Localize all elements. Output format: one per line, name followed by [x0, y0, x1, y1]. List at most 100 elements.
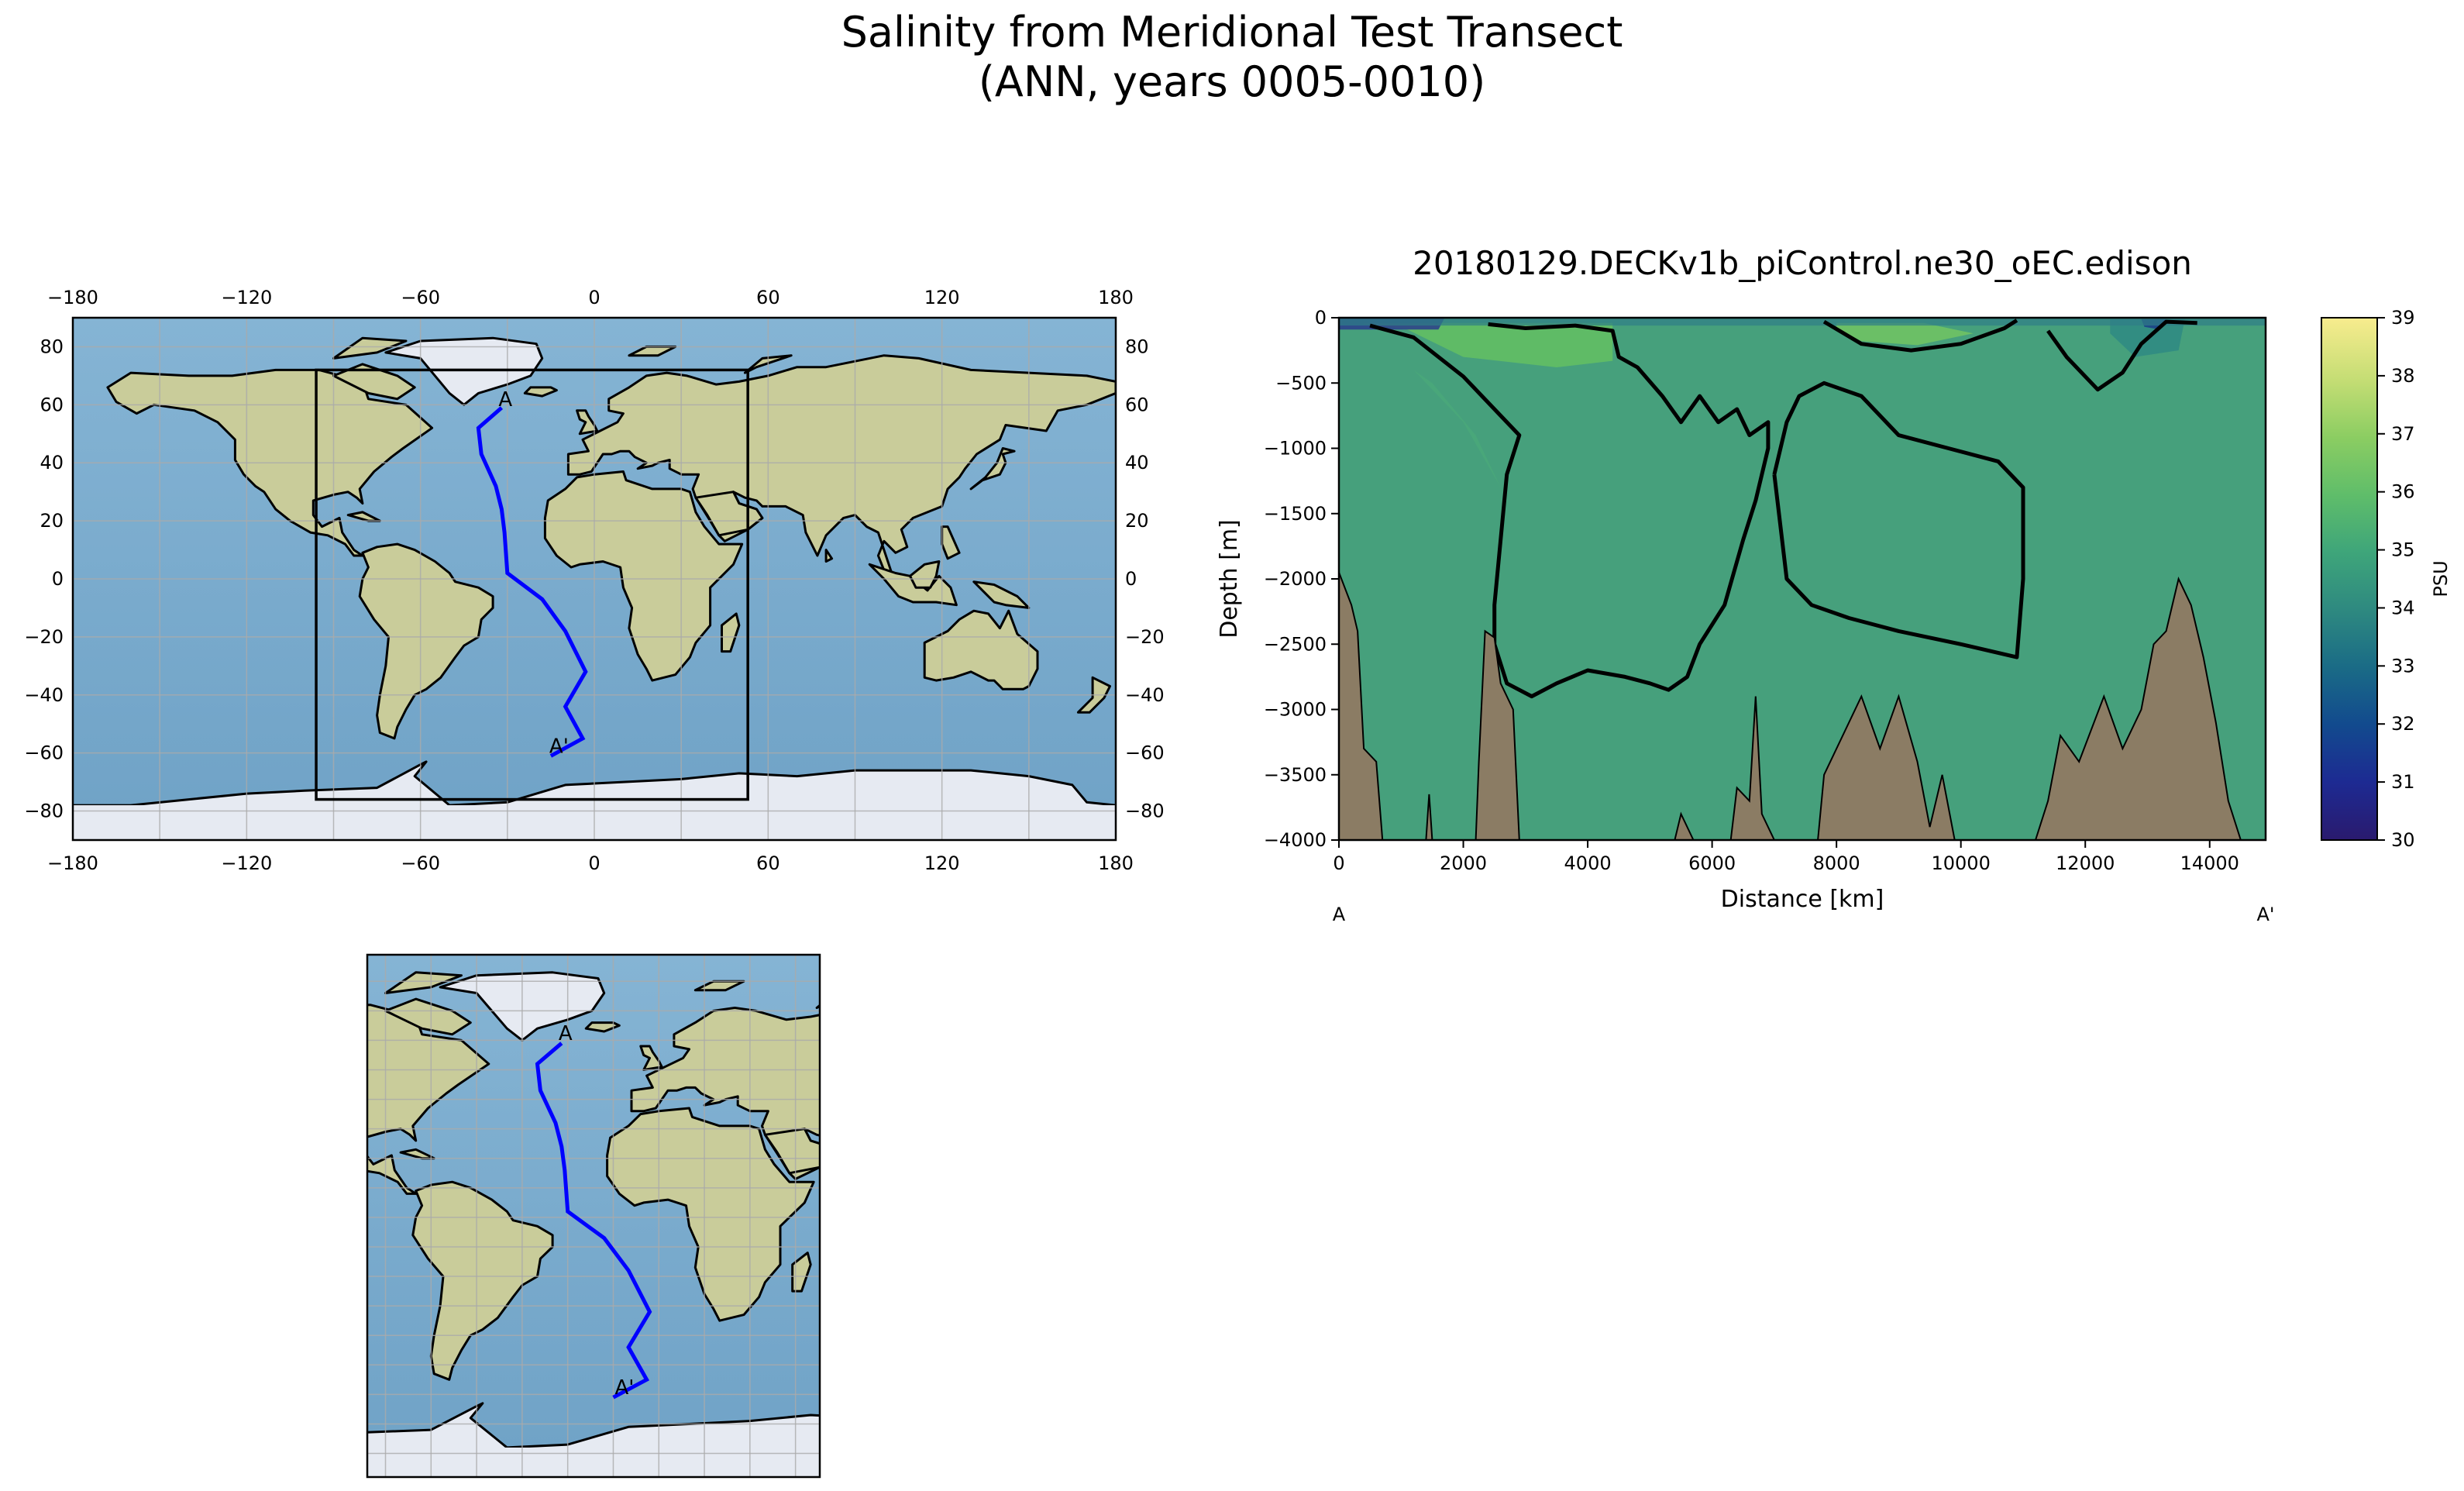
- colorbar-ticks: 39 38 37 36 35 34 33 32 31 30: [2377, 307, 2415, 851]
- global-region-box: [315, 368, 749, 801]
- salinity-patch: [1364, 322, 1613, 367]
- global-lon-tick-top: 60: [756, 287, 780, 308]
- zoom-start-label: A: [559, 1022, 573, 1045]
- land-nz: [1166, 1317, 1199, 1353]
- y-tick-label: −2500: [1264, 633, 1327, 655]
- land-madagascar: [791, 1252, 812, 1293]
- land-australia: [1005, 1250, 1124, 1330]
- global-lat-tick-left: −60: [24, 742, 64, 764]
- x-tick-label: 8000: [1813, 852, 1860, 874]
- y-tick-label: −3500: [1264, 764, 1327, 786]
- global-lat-tick-right: 80: [1125, 336, 1149, 357]
- land-baffin: [332, 363, 416, 401]
- global-lat-tick-left: −80: [24, 801, 64, 822]
- section-contours: [1369, 319, 2197, 699]
- land-uk: [639, 1045, 663, 1071]
- zoom-land-group: [367, 971, 1199, 1477]
- x-tick-label: 0: [1333, 852, 1344, 874]
- global-lat-tick-right: −80: [1125, 801, 1165, 822]
- global-lon-tick-bottom: 60: [756, 852, 780, 874]
- colorbar-label: PSU: [2430, 560, 2452, 597]
- region-box-rect: [315, 368, 749, 801]
- section-start-label: A: [1333, 904, 1346, 925]
- global-lat-tick-left: 60: [40, 394, 64, 415]
- global-lon-tick-bottom: 0: [588, 852, 600, 874]
- global-lat-tick-right: 60: [1125, 394, 1149, 415]
- colorbar-tick-label: 31: [2391, 771, 2415, 793]
- land-samerica: [358, 542, 494, 740]
- x-tick-label: 14000: [2180, 852, 2239, 874]
- zoom-gridlines: [367, 955, 820, 1477]
- section-end-label: A': [2256, 904, 2274, 925]
- land-philippines: [1024, 1164, 1042, 1197]
- global-lat-tick-left: 80: [40, 336, 64, 357]
- section-xlabel: Distance [km]: [1721, 886, 1884, 913]
- land-baffin: [384, 997, 472, 1036]
- global-lon-tick-top: 180: [1098, 287, 1134, 308]
- colorbar: [2321, 317, 2378, 841]
- zoom-transect-line: [535, 1042, 652, 1400]
- land-madagascar: [721, 612, 741, 653]
- section-ylabel: Depth [m]: [1216, 519, 1243, 639]
- colorbar-tick-label: 38: [2391, 365, 2415, 387]
- x-tick-label: 12000: [2056, 852, 2115, 874]
- global-lon-tick-top: −60: [401, 287, 440, 308]
- surface-layer: [1339, 318, 2266, 326]
- global-lon-tick-bottom: −180: [47, 852, 98, 874]
- colorbar-tick-label: 33: [2391, 655, 2415, 677]
- colorbar-tick-label: 34: [2391, 597, 2415, 618]
- section-salinity-patches: [1339, 318, 2266, 487]
- x-tick-label: 6000: [1688, 852, 1736, 874]
- zoom-map: A A': [366, 953, 1199, 1479]
- contour-line: [1369, 322, 1771, 699]
- y-tick-label: −500: [1275, 372, 1327, 394]
- global-lat-tick-left: 40: [40, 452, 64, 473]
- global-map: A A' −180 −180 −120 −120 −60 −60 0 0 60 60 120 120 1…: [24, 287, 1164, 874]
- land-ellesmere: [332, 336, 408, 360]
- global-tick-labels: −180 −180 −120 −120 −60 −60 0 0 60 60 120 120 180 180…: [24, 287, 1164, 874]
- global-lat-tick-right: −20: [1125, 626, 1165, 648]
- salinity-patch: [1836, 322, 1974, 346]
- global-lat-tick-right: 40: [1125, 452, 1149, 473]
- land-srilanka: [902, 1188, 908, 1200]
- global-lon-tick-top: 0: [588, 287, 600, 308]
- colorbar-tick-label: 39: [2391, 307, 2415, 329]
- land-indonesia: [868, 563, 958, 607]
- global-lon-tick-bottom: −60: [401, 852, 440, 874]
- land-newguinea: [1057, 1221, 1115, 1247]
- global-lon-tick-bottom: −120: [221, 852, 272, 874]
- land-iceland: [584, 1021, 621, 1033]
- global-transect-line: [476, 406, 588, 758]
- y-tick-label: −4000: [1264, 829, 1327, 851]
- zoom-map-frame: [366, 953, 821, 1479]
- global-lat-tick-left: 0: [52, 568, 64, 590]
- global-lon-tick-top: −180: [47, 287, 98, 308]
- global-lat-tick-right: −60: [1125, 742, 1165, 764]
- land-indonesia: [948, 1203, 1039, 1244]
- land-novaya: [815, 1004, 820, 1009]
- global-map-frame: [71, 316, 1117, 842]
- colorbar-tick-label: 30: [2391, 829, 2415, 851]
- y-tick-label: −3000: [1264, 699, 1327, 721]
- section-tick-labels: 0 2000 4000 6000 8000 10000 12000 14000 0 −500 −10…: [1264, 307, 2239, 874]
- land-borneo: [909, 560, 941, 589]
- section-plot: 20180129.DECKv1b_piControl.ne30_oEC.edis…: [1216, 244, 2452, 925]
- land-srilanka: [824, 549, 834, 563]
- global-start-label: A: [498, 388, 512, 411]
- global-lat-tick-left: −20: [24, 626, 64, 648]
- land-ellesmere: [384, 971, 463, 994]
- global-lon-tick-top: −120: [221, 287, 272, 308]
- land-arabia_fix: [763, 1128, 820, 1175]
- global-lat-tick-right: 20: [1125, 510, 1149, 532]
- land-arabia_fix: [694, 491, 764, 537]
- y-tick-label: 0: [1315, 307, 1327, 329]
- y-tick-label: −1000: [1264, 438, 1327, 460]
- global-lat-tick-right: −40: [1125, 684, 1165, 706]
- land-japan: [969, 447, 1016, 491]
- global-end-label: A': [549, 735, 569, 758]
- global-lat-tick-left: 20: [40, 510, 64, 532]
- global-lat-tick-left: −40: [24, 684, 64, 706]
- x-tick-label: 2000: [1440, 852, 1487, 874]
- land-eurasia: [566, 354, 1116, 577]
